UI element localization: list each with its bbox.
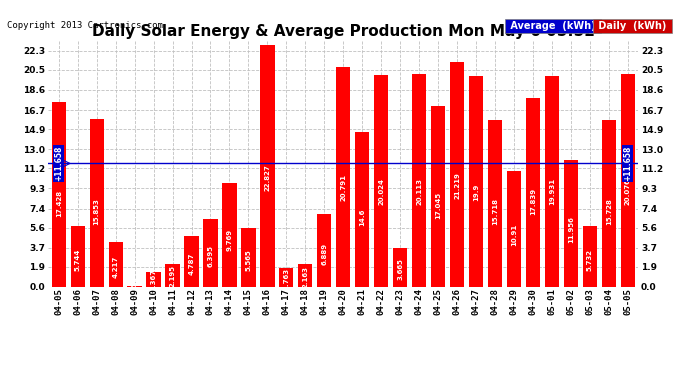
Bar xyxy=(70,226,85,287)
Text: 3.665: 3.665 xyxy=(397,258,403,280)
Text: 0.059: 0.059 xyxy=(132,276,137,298)
Text: 17.045: 17.045 xyxy=(435,192,441,219)
Bar xyxy=(260,45,275,287)
Title: Daily Solar Energy & Average Production Mon May 6 05:52: Daily Solar Energy & Average Production … xyxy=(92,24,595,39)
Bar xyxy=(450,62,464,287)
Text: 2.195: 2.195 xyxy=(170,266,175,287)
Bar xyxy=(241,228,255,287)
Text: 20.791: 20.791 xyxy=(340,174,346,201)
Bar xyxy=(279,268,293,287)
Bar xyxy=(526,98,540,287)
Text: 17.428: 17.428 xyxy=(56,190,61,217)
Bar xyxy=(222,183,237,287)
Bar xyxy=(545,76,559,287)
Bar xyxy=(204,219,217,287)
Text: 9.769: 9.769 xyxy=(226,229,233,251)
Bar xyxy=(393,248,407,287)
Bar xyxy=(469,76,483,287)
Text: Copyright 2013 Cartronics.com: Copyright 2013 Cartronics.com xyxy=(7,21,163,30)
Bar xyxy=(184,236,199,287)
Text: 15.728: 15.728 xyxy=(606,198,612,225)
Text: 22.827: 22.827 xyxy=(264,165,270,192)
Text: 5.744: 5.744 xyxy=(75,248,81,271)
Bar xyxy=(621,74,635,287)
Bar xyxy=(602,120,616,287)
Text: 19.9: 19.9 xyxy=(473,183,479,201)
Text: 20.024: 20.024 xyxy=(378,178,384,205)
Bar xyxy=(564,160,578,287)
Text: 2.163: 2.163 xyxy=(302,266,308,288)
Text: 19.931: 19.931 xyxy=(549,178,555,206)
Text: 11.956: 11.956 xyxy=(568,216,574,243)
Bar xyxy=(355,132,369,287)
Bar xyxy=(488,120,502,287)
Bar xyxy=(317,214,331,287)
Bar xyxy=(166,264,179,287)
Bar xyxy=(507,171,521,287)
Bar xyxy=(412,74,426,287)
Bar xyxy=(336,67,351,287)
Text: 20.076: 20.076 xyxy=(625,178,631,205)
Text: 5.732: 5.732 xyxy=(587,249,593,271)
Text: Daily  (kWh): Daily (kWh) xyxy=(595,21,669,31)
Bar xyxy=(146,272,161,287)
Text: 21.219: 21.219 xyxy=(454,172,460,199)
Bar xyxy=(128,286,141,287)
Text: 1.367: 1.367 xyxy=(150,269,157,291)
Bar xyxy=(431,106,445,287)
Text: +11.658: +11.658 xyxy=(55,146,63,181)
Text: 6.395: 6.395 xyxy=(208,245,213,267)
Text: 10.91: 10.91 xyxy=(511,224,517,246)
Text: 6.889: 6.889 xyxy=(322,243,327,265)
Text: +11.658: +11.658 xyxy=(623,146,632,181)
Bar xyxy=(52,102,66,287)
Text: Average  (kWh): Average (kWh) xyxy=(507,21,599,31)
Text: 4.217: 4.217 xyxy=(112,256,119,278)
Text: 14.6: 14.6 xyxy=(359,209,365,226)
Text: 5.565: 5.565 xyxy=(246,249,251,271)
Bar xyxy=(374,75,388,287)
Text: 15.853: 15.853 xyxy=(94,198,99,225)
Bar xyxy=(108,242,123,287)
Bar xyxy=(583,226,597,287)
Text: 15.718: 15.718 xyxy=(492,198,498,225)
Bar xyxy=(298,264,313,287)
Bar xyxy=(90,119,104,287)
Text: 17.839: 17.839 xyxy=(530,188,536,216)
Text: 20.113: 20.113 xyxy=(416,177,422,204)
Text: 4.787: 4.787 xyxy=(188,253,195,275)
Text: 1.763: 1.763 xyxy=(284,267,289,290)
